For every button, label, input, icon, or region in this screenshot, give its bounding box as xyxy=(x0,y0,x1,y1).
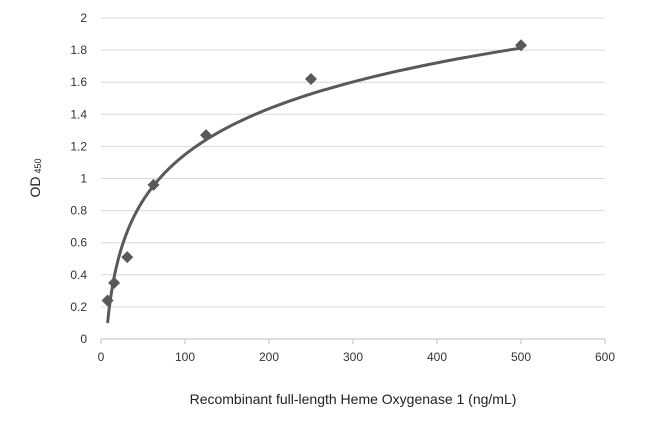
data-points xyxy=(101,39,527,307)
y-axis-label: OD xyxy=(27,177,43,198)
data-point-diamond xyxy=(108,276,121,289)
axes xyxy=(100,338,606,344)
data-point-diamond xyxy=(147,178,160,191)
data-point-diamond xyxy=(515,39,527,52)
y-tick-label: 1.8 xyxy=(70,43,87,57)
x-axis-title: Recombinant full-length Heme Oxygenase 1… xyxy=(190,391,517,407)
trendline-curve xyxy=(106,46,523,324)
y-axis-title: OD 450 xyxy=(27,158,43,197)
y-tick-label: 1 xyxy=(80,172,87,186)
trendline xyxy=(106,46,523,324)
data-point-diamond xyxy=(305,72,317,85)
x-tick-label: 600 xyxy=(595,350,615,364)
y-tick-label: 0 xyxy=(80,332,87,346)
y-tick-label: 0.4 xyxy=(70,268,87,282)
x-tick-label: 200 xyxy=(259,350,279,364)
x-tick-labels: 0 100 200 300 400 500 600 xyxy=(98,350,616,364)
x-tick-label: 500 xyxy=(511,350,531,364)
gridlines xyxy=(101,17,605,308)
x-tick-label: 100 xyxy=(175,350,195,364)
y-tick-label: 0.6 xyxy=(70,236,87,250)
y-tick-label: 1.4 xyxy=(70,107,87,121)
data-point-diamond xyxy=(121,251,134,264)
x-tick-label: 400 xyxy=(427,350,447,364)
x-tick-label: 300 xyxy=(343,350,363,364)
data-point-diamond xyxy=(200,129,212,142)
x-tick-label: 0 xyxy=(98,350,105,364)
y-tick-labels: 0 0.2 0.4 0.6 0.8 1 1.2 1.4 1.6 1.8 2 xyxy=(70,11,87,346)
y-tick-label: 0.2 xyxy=(70,300,87,314)
y-tick-label: 1.6 xyxy=(70,75,87,89)
y-tick-label: 1.2 xyxy=(70,139,87,153)
data-point-diamond xyxy=(101,294,114,307)
y-axis-subscript: 450 xyxy=(33,158,43,173)
y-tick-label: 2 xyxy=(80,11,87,25)
y-tick-label: 0.8 xyxy=(70,204,87,218)
